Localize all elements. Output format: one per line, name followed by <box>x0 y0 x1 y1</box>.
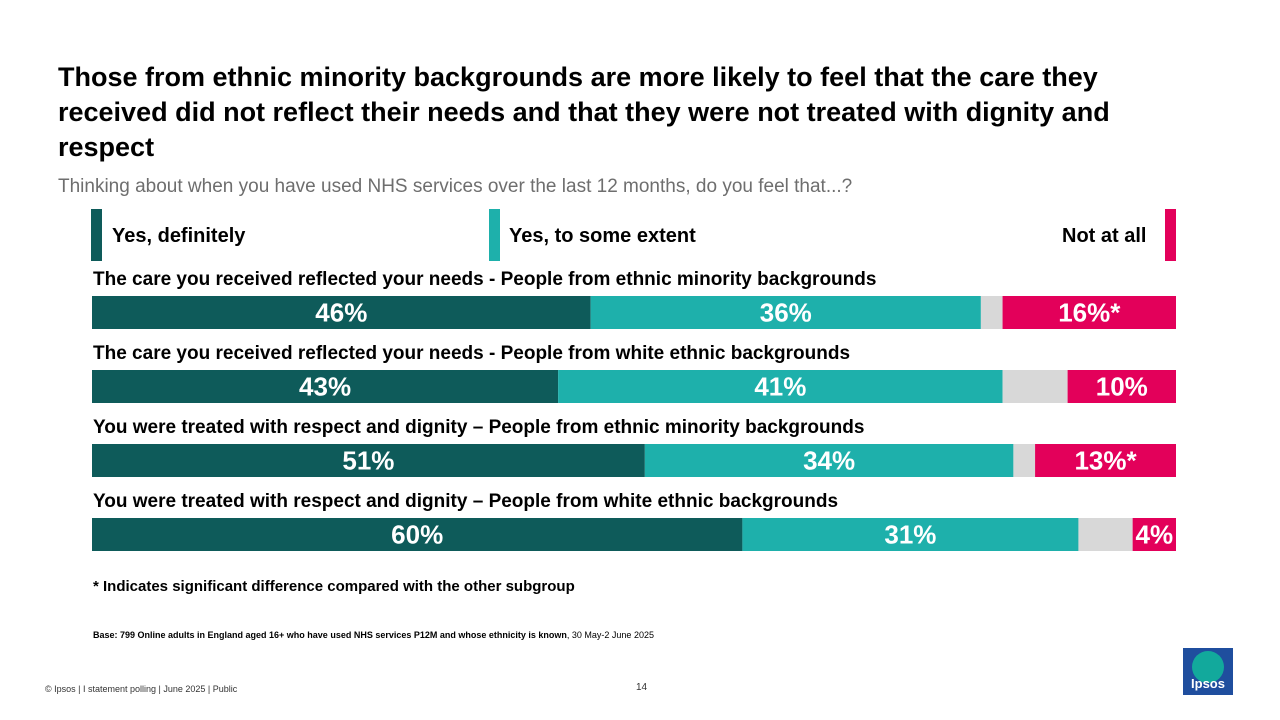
bar-segment-some-extent <box>742 518 1079 551</box>
base-note: Base: 799 Online adults in England aged … <box>93 630 654 640</box>
bar-segment-definitely <box>92 444 645 477</box>
category-label: The care you received reflected your nee… <box>93 343 850 364</box>
ipsos-logo: Ipsos <box>1183 648 1233 695</box>
page-subtitle: Thinking about when you have used NHS se… <box>58 176 853 197</box>
bar-segment-dont-know <box>1002 370 1068 403</box>
bar-value-label: 10% <box>1096 372 1148 402</box>
bar-value-label: 36% <box>760 298 812 328</box>
page-number: 14 <box>636 682 648 693</box>
category-label: The care you received reflected your nee… <box>93 269 876 290</box>
legend-marker-definitely <box>91 209 102 261</box>
bar-segment-not-at-all <box>1132 518 1176 551</box>
bar-value-label: 4% <box>1136 520 1174 550</box>
bar-segment-not-at-all <box>1002 296 1176 329</box>
bar-segment-not-at-all <box>1035 444 1176 477</box>
bar-segment-definitely <box>92 296 591 329</box>
bar-value-label: 43% <box>299 372 351 402</box>
bar-value-label: 31% <box>884 520 936 550</box>
bar-value-label: 41% <box>754 372 806 402</box>
footer-copyright: © Ipsos | I statement polling | June 202… <box>45 684 238 694</box>
bar-segment-some-extent <box>590 296 981 329</box>
bar-segment-definitely <box>92 370 559 403</box>
base-note-date: , 30 May-2 June 2025 <box>566 630 654 640</box>
legend-label-definitely: Yes, definitely <box>112 225 246 247</box>
logo-circle-icon <box>1192 651 1224 683</box>
category-label: You were treated with respect and dignit… <box>93 417 864 438</box>
bar-value-label: 60% <box>391 520 443 550</box>
category-label: You were treated with respect and dignit… <box>93 491 838 512</box>
bar-segment-definitely <box>92 518 743 551</box>
bar-segment-dont-know <box>1078 518 1133 551</box>
bar-value-label: 16%* <box>1058 298 1121 328</box>
legend-marker-not-at-all <box>1165 209 1176 261</box>
legend-marker-some-extent <box>489 209 500 261</box>
bar-value-label: 13%* <box>1074 446 1137 476</box>
bar-segment-dont-know <box>1013 444 1036 477</box>
base-note-main: Base: 799 Online adults in England aged … <box>93 630 567 640</box>
bar-segment-dont-know <box>980 296 1003 329</box>
bar-value-label: 51% <box>342 446 394 476</box>
bar-segment-some-extent <box>644 444 1014 477</box>
logo-text: Ipsos <box>1191 676 1225 691</box>
bar-segment-some-extent <box>558 370 1003 403</box>
bar-value-label: 46% <box>315 298 367 328</box>
legend-label-some-extent: Yes, to some extent <box>509 225 696 247</box>
bar-segment-not-at-all <box>1067 370 1176 403</box>
significance-footnote: * Indicates significant difference compa… <box>93 578 575 595</box>
bar-value-label: 34% <box>803 446 855 476</box>
legend-label-not-at-all: Not at all <box>1062 225 1147 247</box>
page-title: Those from ethnic minority backgrounds a… <box>58 62 1110 162</box>
